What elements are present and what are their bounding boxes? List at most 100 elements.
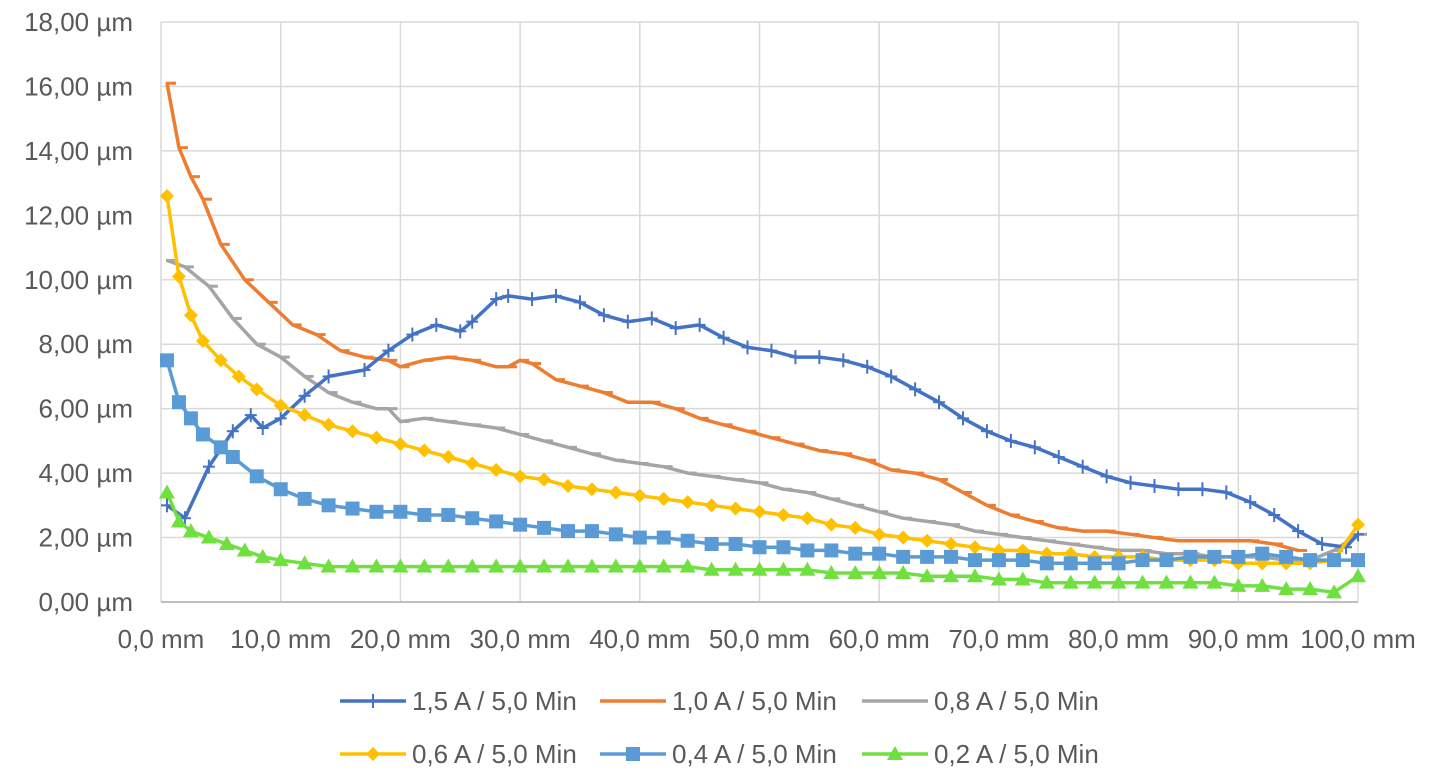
data-point — [158, 484, 175, 499]
data-point — [226, 424, 239, 439]
data-point — [489, 514, 504, 529]
x-tick-label: 70,0 mm — [948, 624, 1049, 654]
data-point — [655, 558, 672, 573]
data-point — [1326, 584, 1343, 599]
data-point — [254, 548, 271, 563]
y-tick-label: 10,00 µm — [24, 265, 133, 295]
data-point — [1086, 574, 1103, 589]
x-tick-label: 20,0 mm — [350, 624, 451, 654]
data-point — [256, 421, 269, 435]
legend-item: 1,5 A / 5,0 Min — [340, 686, 577, 716]
data-point — [382, 343, 395, 358]
x-tick-label: 60,0 mm — [829, 624, 930, 654]
data-point — [1292, 524, 1305, 539]
data-point — [358, 363, 371, 377]
data-point — [249, 382, 264, 397]
data-point — [296, 555, 313, 570]
data-point — [1148, 479, 1161, 493]
data-point — [727, 561, 744, 576]
data-point — [1110, 574, 1127, 589]
data-point — [608, 527, 623, 542]
data-point — [183, 308, 198, 323]
data-point — [244, 408, 257, 423]
data-point — [171, 395, 186, 410]
data-point — [489, 462, 504, 477]
data-point — [776, 508, 791, 522]
data-point — [1172, 482, 1185, 497]
y-tick-label: 12,00 µm — [24, 200, 133, 230]
data-point — [848, 546, 863, 561]
data-point — [1124, 475, 1137, 490]
data-point — [249, 469, 264, 484]
series-2 — [165, 81, 1308, 553]
data-point — [559, 558, 576, 573]
y-tick-label: 2,00 µm — [39, 523, 133, 553]
data-point — [583, 558, 600, 573]
data-point — [967, 553, 982, 568]
data-point — [1255, 546, 1270, 561]
data-point — [895, 565, 912, 579]
data-point — [550, 288, 563, 303]
data-point — [751, 561, 768, 576]
data-point — [823, 565, 840, 579]
x-tick-label: 10,0 mm — [230, 624, 331, 654]
y-tick-label: 16,00 µm — [24, 71, 133, 101]
data-point — [645, 311, 658, 326]
data-point — [1159, 553, 1174, 568]
data-point — [345, 501, 360, 516]
data-point — [369, 504, 384, 519]
data-point — [608, 485, 623, 500]
legend-item: 1,0 A / 5,0 Min — [600, 686, 837, 716]
data-point — [441, 508, 456, 522]
y-tick-label: 0,00 µm — [39, 587, 133, 617]
data-point — [871, 565, 888, 579]
y-tick-label: 18,00 µm — [24, 7, 133, 37]
data-point — [417, 508, 432, 522]
data-point — [464, 558, 481, 573]
data-point — [775, 561, 792, 576]
data-point — [990, 571, 1007, 586]
data-point — [454, 324, 467, 339]
data-point — [526, 292, 539, 307]
data-point — [799, 561, 816, 576]
data-point — [631, 558, 648, 573]
data-point — [560, 524, 575, 539]
legend-marker — [626, 747, 640, 761]
data-point — [344, 558, 361, 573]
data-point — [1351, 517, 1365, 532]
data-point — [195, 427, 210, 442]
data-point — [393, 504, 408, 519]
data-point — [776, 540, 791, 555]
data-point — [728, 501, 743, 516]
data-point — [920, 533, 935, 548]
data-point — [213, 353, 228, 368]
data-point — [1087, 556, 1102, 571]
data-point — [920, 549, 935, 564]
data-point — [621, 314, 634, 329]
data-point — [704, 498, 719, 513]
data-point — [896, 549, 911, 564]
data-point — [944, 549, 959, 564]
legend-marker — [367, 694, 379, 708]
data-point — [752, 504, 767, 519]
legend-item: 0,6 A / 5,0 Min — [340, 739, 577, 769]
series-3 — [165, 258, 1367, 562]
data-point — [321, 498, 336, 513]
legend-label: 0,2 A / 5,0 Min — [934, 739, 1099, 769]
data-point — [274, 411, 287, 426]
data-point — [1100, 469, 1113, 484]
data-point — [1254, 577, 1271, 592]
data-point — [1063, 556, 1078, 571]
data-point — [1076, 459, 1089, 474]
data-point — [440, 558, 457, 573]
series-1 — [160, 288, 1364, 555]
data-point — [368, 558, 385, 573]
data-point — [273, 482, 288, 497]
data-point — [1207, 549, 1222, 564]
data-point — [416, 558, 433, 573]
data-point — [200, 529, 217, 544]
data-point — [1135, 553, 1150, 568]
data-point — [1039, 556, 1054, 571]
data-point — [956, 411, 969, 426]
